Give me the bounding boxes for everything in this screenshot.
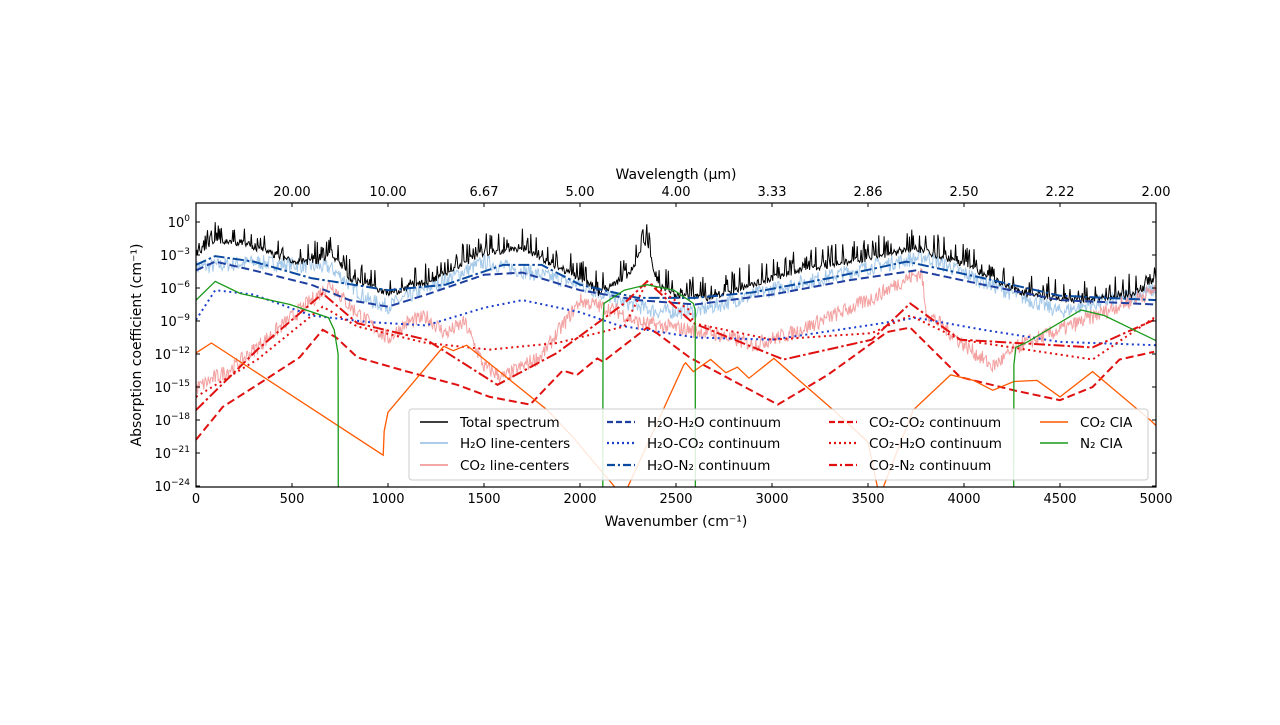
series-co2-line-centers [196, 267, 1156, 394]
legend-label-co2-co2-continuum: CO₂-CO₂ continuum [869, 415, 1001, 431]
x-tick-label: 3500 [851, 492, 884, 507]
series-h2o-h2o-continuum [196, 260, 1156, 308]
top-tick-label: 2.00 [1142, 185, 1171, 200]
legend-frame [408, 408, 1149, 481]
y-tick-label: 10−18 [154, 412, 190, 429]
x-tick-label: 4500 [1043, 492, 1076, 507]
x-tick-label: 3000 [755, 492, 788, 507]
top-tick-label: 2.86 [854, 185, 883, 200]
top-tick-label: 2.50 [950, 185, 979, 200]
series-co2-n2-continuum [196, 280, 1155, 411]
y-tick-label: 10−12 [154, 346, 190, 363]
legend: Total spectrum H₂O line-centers CO₂ line-c… [408, 408, 1149, 481]
y-axis-label: Absorption coefficient (cm⁻¹) [129, 244, 145, 447]
legend-label-co2-h2o-continuum: CO₂-H₂O continuum [869, 436, 1002, 452]
top-tick-label: 3.33 [758, 185, 787, 200]
x-tick-label: 2000 [563, 492, 596, 507]
legend-label-h2o-h2o-continuum: H₂O-H₂O continuum [647, 415, 781, 431]
x-tick-label: 4000 [947, 492, 980, 507]
top-tick-label: 10.00 [369, 185, 406, 200]
x-axis-label: Wavenumber (cm⁻¹) [605, 514, 748, 530]
x-tick-label: 1500 [467, 492, 500, 507]
legend-label-n2-cia: N₂ CIA [1080, 436, 1123, 452]
top-axis-label: Wavelength (μm) [616, 167, 737, 183]
axes-layer: 0 500 1000 1500 2000 2500 3000 3500 4000 4500 5000… [154, 185, 1172, 507]
legend-label-co2-cia: CO₂ CIA [1080, 415, 1133, 431]
legend-label-co2-n2-continuum: CO₂-N₂ continuum [869, 458, 991, 474]
y-tick-label: 10−15 [154, 379, 190, 396]
top-tick-label: 4.00 [662, 185, 691, 200]
series-co2-cia [196, 342, 1156, 487]
series-layer [196, 222, 1156, 487]
top-tick-label: 2.22 [1046, 185, 1075, 200]
x-tick-label: 1000 [371, 492, 404, 507]
top-tick-label: 20.00 [273, 185, 310, 200]
top-tick-label: 6.67 [470, 185, 499, 200]
series-h2o-n2-continuum [196, 255, 1156, 302]
y-tick-label: 10−24 [154, 478, 190, 495]
top-tick-label: 5.00 [566, 185, 595, 200]
y-tick-label: 10−3 [160, 247, 190, 264]
y-tick-label: 10−6 [160, 280, 190, 297]
x-tick-label: 500 [280, 492, 305, 507]
y-tick-label: 100 [168, 214, 191, 231]
legend-label-h2o-co2-continuum: H₂O-CO₂ continuum [647, 436, 780, 452]
legend-label-h2o-line-centers: H₂O line-centers [460, 436, 570, 452]
x-tick-label: 0 [192, 492, 200, 507]
x-tick-label: 2500 [659, 492, 692, 507]
y-tick-label: 10−21 [154, 445, 190, 462]
legend-label-co2-line-centers: CO₂ line-centers [460, 458, 569, 474]
legend-label-total-spectrum: Total spectrum [459, 415, 560, 431]
series-n2-cia [196, 280, 1156, 487]
legend-label-h2o-n2-continuum: H₂O-N₂ continuum [647, 458, 770, 474]
series-co2-co2-continuum [196, 326, 1155, 441]
y-tick-label: 10−9 [160, 313, 190, 330]
x-tick-label: 5000 [1139, 492, 1172, 507]
